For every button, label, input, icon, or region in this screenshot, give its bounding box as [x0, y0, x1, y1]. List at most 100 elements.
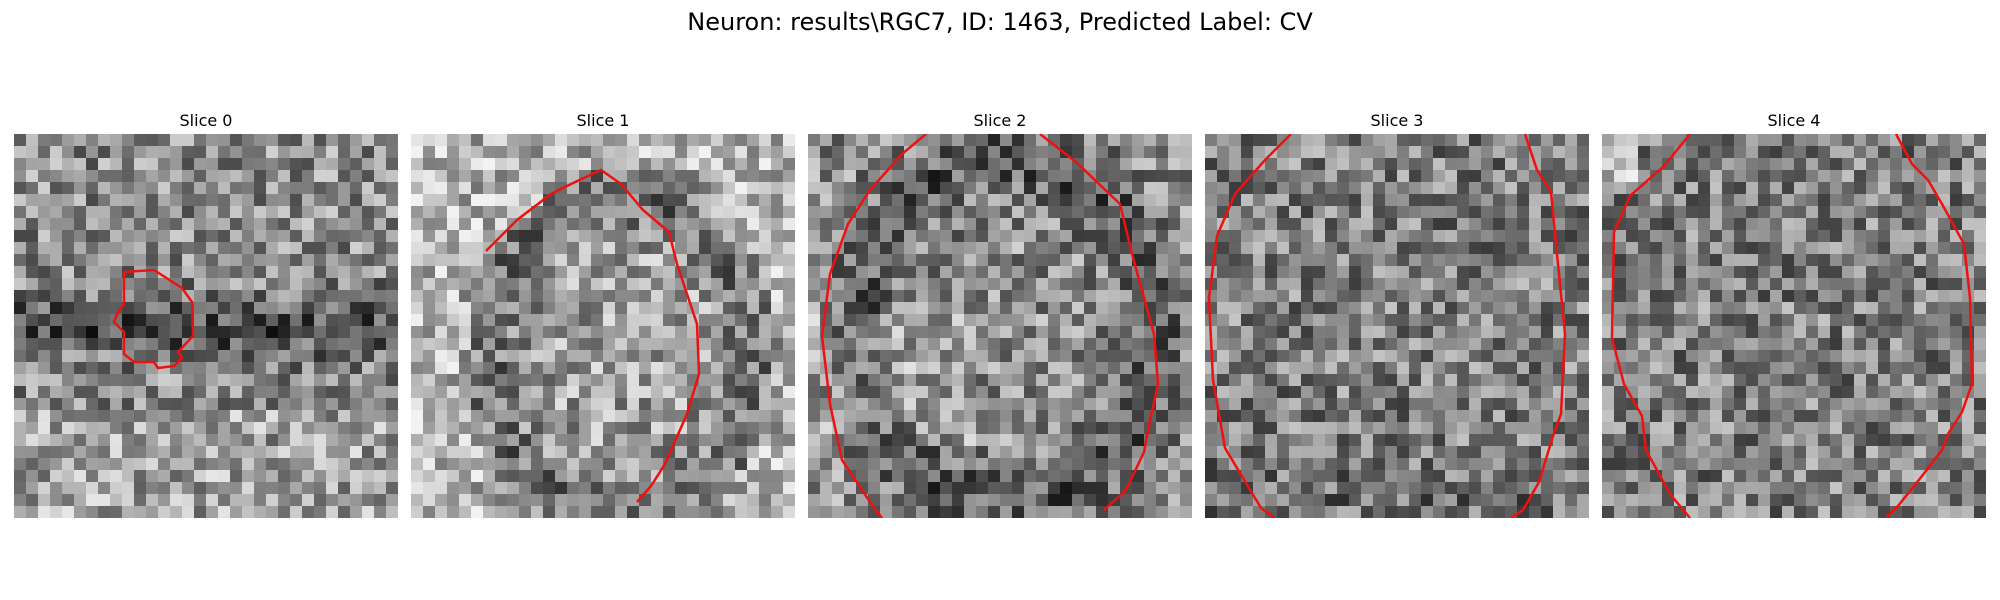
pixel-cell: [62, 146, 75, 159]
pixel-cell: [1012, 254, 1025, 267]
pixel-cell: [844, 374, 857, 387]
pixel-cell: [242, 470, 255, 483]
pixel-cell: [820, 194, 833, 207]
pixel-cell: [1385, 470, 1398, 483]
pixel-cell: [1553, 182, 1566, 195]
pixel-cell: [820, 350, 833, 363]
pixel-cell: [338, 206, 351, 219]
pixel-cell: [1325, 266, 1338, 279]
pixel-cell: [242, 302, 255, 315]
pixel-cell: [519, 506, 532, 518]
pixel-cell: [110, 314, 123, 327]
pixel-cell: [1710, 422, 1723, 435]
pixel-cell: [1734, 158, 1747, 171]
pixel-cell: [1084, 422, 1097, 435]
pixel-cell: [302, 434, 315, 447]
pixel-cell: [1048, 266, 1061, 279]
pixel-cell: [182, 386, 195, 399]
pixel-cell: [615, 230, 628, 243]
pixel-cell: [374, 362, 387, 375]
pixel-cell: [663, 326, 676, 339]
pixel-cell: [1156, 254, 1169, 267]
pixel-cell: [1168, 434, 1181, 447]
pixel-cell: [711, 302, 724, 315]
pixel-cell: [1253, 146, 1266, 159]
pixel-cell: [1445, 290, 1458, 303]
pixel-cell: [1926, 302, 1939, 315]
pixel-cell: [146, 290, 159, 303]
pixel-cell: [928, 338, 941, 351]
pixel-cell: [350, 218, 363, 231]
pixel-cell: [459, 494, 472, 507]
pixel-cell: [844, 170, 857, 183]
pixel-cell: [1842, 350, 1855, 363]
pixel-cell: [687, 470, 700, 483]
pixel-cell: [110, 398, 123, 411]
pixel-cell: [771, 434, 784, 447]
pixel-cell: [1505, 290, 1518, 303]
pixel-cell: [1156, 194, 1169, 207]
pixel-cell: [639, 506, 652, 518]
pixel-cell: [1794, 446, 1807, 459]
pixel-cell: [194, 194, 207, 207]
pixel-cell: [687, 338, 700, 351]
pixel-cell: [98, 194, 111, 207]
pixel-cell: [820, 230, 833, 243]
pixel-cell: [74, 278, 87, 291]
pixel-cell: [1096, 470, 1109, 483]
pixel-cell: [868, 470, 881, 483]
pixel-cell: [1529, 506, 1542, 518]
pixel-cell: [832, 410, 845, 423]
pixel-cell: [1325, 434, 1338, 447]
pixel-cell: [50, 506, 63, 518]
pixel-cell: [1926, 398, 1939, 411]
pixel-cell: [230, 158, 243, 171]
pixel-cell: [1529, 338, 1542, 351]
pixel-cell: [1614, 398, 1627, 411]
pixel-cell: [699, 422, 712, 435]
pixel-cell: [627, 482, 640, 495]
pixel-cell: [374, 170, 387, 183]
pixel-cell: [471, 482, 484, 495]
pixel-cell: [940, 182, 953, 195]
pixel-cell: [507, 266, 520, 279]
pixel-cell: [1505, 422, 1518, 435]
pixel-cell: [242, 494, 255, 507]
pixel-cell: [1818, 374, 1831, 387]
pixel-cell: [1529, 350, 1542, 363]
pixel-cell: [218, 470, 231, 483]
pixel-cell: [1710, 446, 1723, 459]
pixel-cell: [1289, 302, 1302, 315]
pixel-cell: [1421, 170, 1434, 183]
pixel-cell: [868, 410, 881, 423]
pixel-cell: [1517, 242, 1530, 255]
pixel-cell: [651, 230, 664, 243]
pixel-cell: [1746, 398, 1759, 411]
pixel-cell: [723, 446, 736, 459]
pixel-cell: [110, 374, 123, 387]
pixel-cell: [711, 314, 724, 327]
pixel-cell: [1024, 134, 1037, 147]
pixel-cell: [1626, 362, 1639, 375]
pixel-cell: [1650, 398, 1663, 411]
pixel-cell: [122, 506, 135, 518]
pixel-cell: [158, 206, 171, 219]
pixel-cell: [362, 182, 375, 195]
pixel-cell: [459, 374, 472, 387]
pixel-cell: [206, 146, 219, 159]
pixel-cell: [844, 350, 857, 363]
pixel-cell: [1746, 350, 1759, 363]
pixel-cell: [158, 290, 171, 303]
pixel-cell: [1938, 350, 1951, 363]
pixel-cell: [483, 470, 496, 483]
pixel-cell: [362, 482, 375, 495]
pixel-cell: [254, 410, 267, 423]
pixel-cell: [1421, 326, 1434, 339]
pixel-cell: [1385, 422, 1398, 435]
pixel-cell: [952, 290, 965, 303]
pixel-cell: [158, 230, 171, 243]
pixel-cell: [1337, 494, 1350, 507]
pixel-cell: [1060, 326, 1073, 339]
pixel-cell: [302, 314, 315, 327]
pixel-cell: [1409, 290, 1422, 303]
